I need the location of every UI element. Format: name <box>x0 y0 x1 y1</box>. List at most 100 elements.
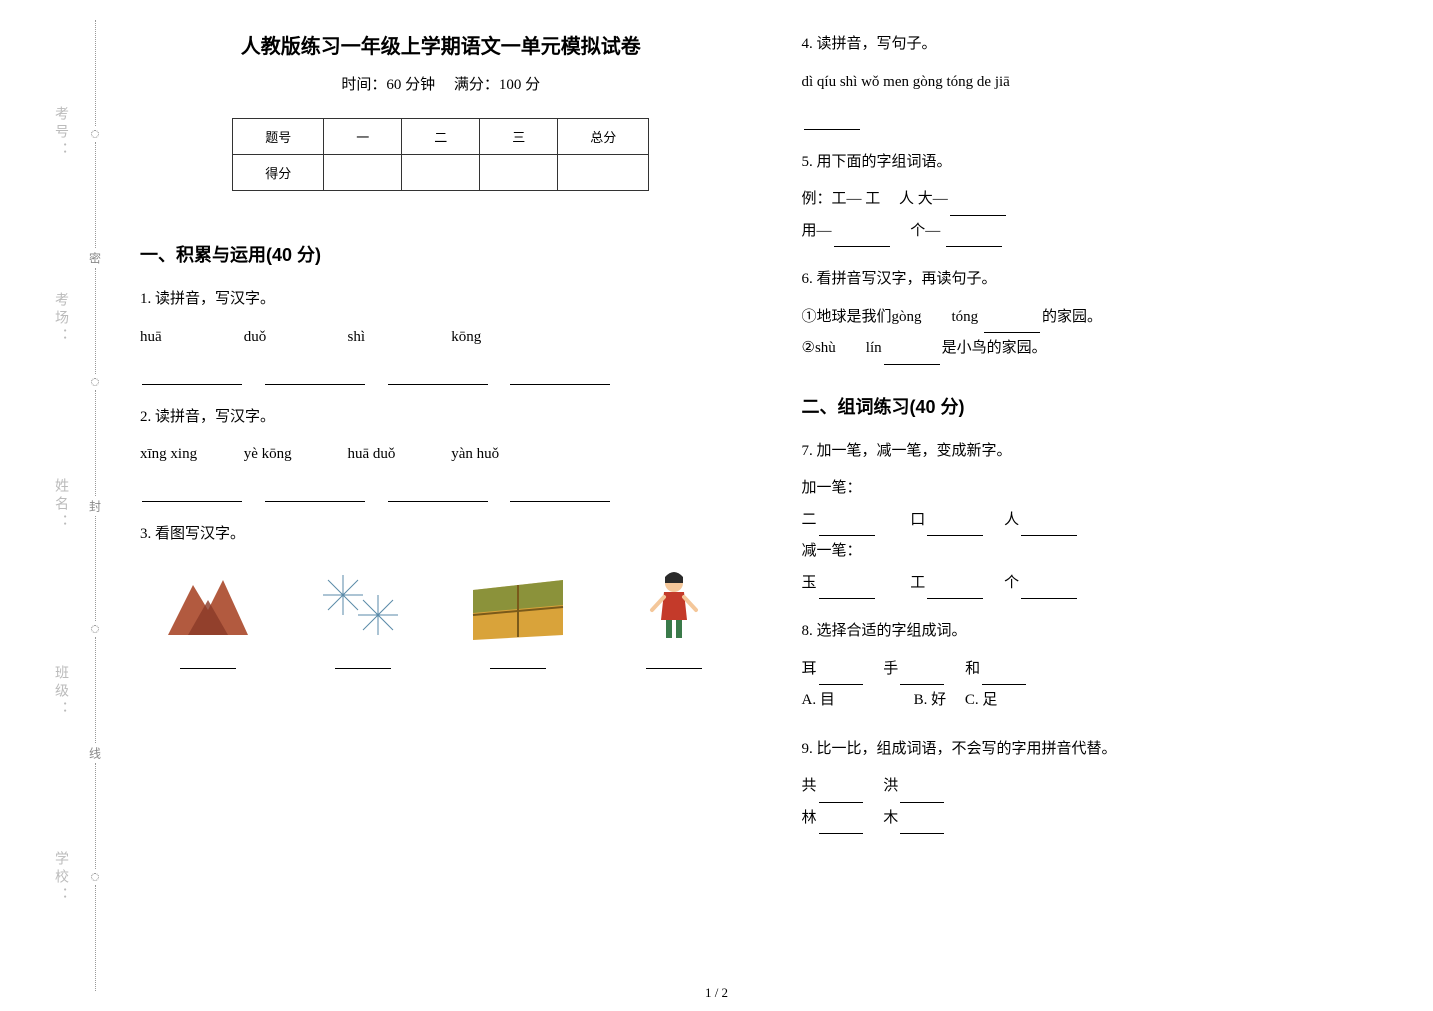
answer-blank[interactable] <box>804 114 860 130</box>
q4-prompt: 4. 读拼音，写句子。 <box>802 30 1404 59</box>
answer-blank[interactable] <box>927 583 983 599</box>
q8-char: 手 <box>883 661 898 677</box>
th-label: 题号 <box>233 119 324 155</box>
fireworks-icon <box>313 565 413 645</box>
q2-pinyin: huā duǒ <box>348 439 448 471</box>
th-total: 总分 <box>558 119 649 155</box>
q7-sub-char: 工 <box>910 575 925 591</box>
q2-pinyin: yàn huǒ <box>451 439 551 471</box>
answer-blank[interactable] <box>265 369 365 385</box>
q1-pinyin: shì <box>348 322 448 354</box>
section-1-heading: 一、积累与运用(40 分) <box>140 241 742 267</box>
q7-sub-label: 减一笔： <box>802 543 862 559</box>
q2-pinyin: xīng xing <box>140 439 240 471</box>
answer-blank[interactable] <box>510 486 610 502</box>
column-right: 4. 读拼音，写句子。 dì qíu shì wǒ men gòng tóng … <box>802 30 1404 981</box>
answer-blank[interactable] <box>900 669 944 685</box>
q9-char: 共 <box>802 778 817 794</box>
q8-body: 耳 手 和 A. 目 B. 好 C. 足 <box>802 654 1404 717</box>
page-number: 1 / 2 <box>705 985 728 1001</box>
q3-image-field <box>451 565 586 669</box>
answer-blank[interactable] <box>510 369 610 385</box>
q2-pinyin: yè kōng <box>244 439 344 471</box>
q8-char: 耳 <box>802 661 817 677</box>
q3-image-mountain <box>140 565 275 669</box>
cut-char: 密 <box>87 252 104 264</box>
th-col2: 二 <box>402 119 480 155</box>
th-col3: 三 <box>480 119 558 155</box>
answer-blank[interactable] <box>1021 520 1077 536</box>
q5-yong: 用— <box>802 223 832 239</box>
q3-prompt: 3. 看图写汉字。 <box>140 520 742 549</box>
q5-example: 例：工— 工 人 大— <box>802 191 948 207</box>
answer-blank[interactable] <box>142 369 242 385</box>
page-content: 人教版练习一年级上学期语文一单元模拟试卷 时间：60 分钟 满分：100 分 题… <box>140 30 1403 981</box>
q1-prompt: 1. 读拼音，写汉字。 <box>140 285 742 314</box>
q6-prompt: 6. 看拼音写汉字，再读句子。 <box>802 265 1404 294</box>
q8-char: 和 <box>965 661 980 677</box>
answer-blank[interactable] <box>950 200 1006 216</box>
q9-char: 林 <box>802 810 817 826</box>
child-icon <box>624 565 724 645</box>
q9-body: 共 洪 林 木 <box>802 771 1404 834</box>
answer-blank[interactable] <box>834 231 890 247</box>
answer-blank[interactable] <box>982 669 1026 685</box>
q2-body: xīng xing yè kōng huā duǒ yàn huǒ <box>140 439 742 502</box>
answer-blank[interactable] <box>490 655 546 669</box>
q7-body: 加一笔： 二 口 人 减一笔： 玉 工 个 <box>802 473 1404 599</box>
cut-char: 线 <box>87 747 104 759</box>
td-blank <box>480 155 558 191</box>
answer-blank[interactable] <box>819 583 875 599</box>
mountain-icon <box>158 565 258 645</box>
q6-line1-post: 的家园。 <box>1042 309 1102 325</box>
q5-body: 例：工— 工 人 大— 用— 个— <box>802 184 1404 247</box>
q8-opt-c: C. 足 <box>965 692 998 708</box>
sidebar-label-id: 考号： <box>50 106 70 160</box>
score-table: 题号 一 二 三 总分 得分 <box>232 118 649 191</box>
q1-pinyin: huā <box>140 322 240 354</box>
answer-blank[interactable] <box>946 231 1002 247</box>
answer-blank[interactable] <box>819 669 863 685</box>
q4-body: dì qíu shì wǒ men gòng tóng de jiā <box>802 67 1404 130</box>
answer-blank[interactable] <box>1021 583 1077 599</box>
q7-prompt: 7. 加一笔，减一笔，变成新字。 <box>802 437 1404 466</box>
answer-blank[interactable] <box>984 317 1040 333</box>
time-label: 时间： <box>341 77 386 93</box>
column-left: 人教版练习一年级上学期语文一单元模拟试卷 时间：60 分钟 满分：100 分 题… <box>140 30 742 981</box>
answer-blank[interactable] <box>884 349 940 365</box>
answer-blank[interactable] <box>180 655 236 669</box>
q6-line2-post: 是小鸟的家园。 <box>942 340 1047 356</box>
q1-pinyin: kōng <box>451 322 551 354</box>
answer-blank[interactable] <box>335 655 391 669</box>
q5-ge: 个— <box>910 223 940 239</box>
answer-blank[interactable] <box>388 486 488 502</box>
cut-line: 密 封 线 <box>75 20 115 991</box>
score-value: 100 分 <box>499 77 540 93</box>
q9-char: 木 <box>883 810 898 826</box>
table-row: 得分 <box>233 155 649 191</box>
answer-blank[interactable] <box>819 818 863 834</box>
q8-opt-b: B. 好 <box>914 692 947 708</box>
q8-prompt: 8. 选择合适的字组成词。 <box>802 617 1404 646</box>
answer-blank[interactable] <box>646 655 702 669</box>
answer-blank[interactable] <box>265 486 365 502</box>
q7-sub-char: 个 <box>1004 575 1019 591</box>
answer-blank[interactable] <box>900 787 944 803</box>
q6-line1-pre: ①地球是我们 <box>802 309 892 325</box>
answer-blank[interactable] <box>142 486 242 502</box>
answer-blank[interactable] <box>388 369 488 385</box>
q7-add-char: 口 <box>910 512 925 528</box>
sidebar-label-school: 学校： <box>50 851 70 905</box>
q6-line1-pin: gòng tóng <box>892 309 979 325</box>
answer-blank[interactable] <box>819 787 863 803</box>
q3-images <box>140 565 742 669</box>
answer-blank[interactable] <box>900 818 944 834</box>
time-value: 60 分钟 <box>386 77 435 93</box>
q7-add-char: 人 <box>1004 512 1019 528</box>
answer-blank[interactable] <box>819 520 875 536</box>
q6-line2-pin: ②shù lín <box>802 340 882 356</box>
answer-blank[interactable] <box>927 520 983 536</box>
q3-image-fireworks <box>295 565 430 669</box>
q9-prompt: 9. 比一比，组成词语，不会写的字用拼音代替。 <box>802 735 1404 764</box>
q2-prompt: 2. 读拼音，写汉字。 <box>140 403 742 432</box>
